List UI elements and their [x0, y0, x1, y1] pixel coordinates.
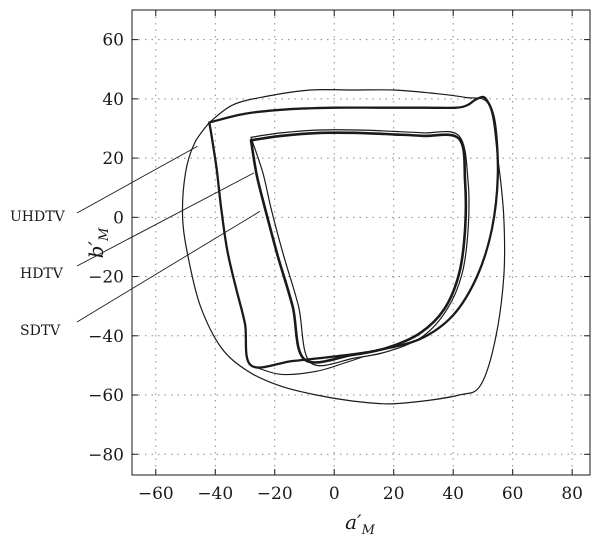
- annotation-uhdtv-leader: [76, 145, 198, 214]
- x-tick-label: 0: [329, 484, 340, 504]
- ticks: [132, 10, 590, 475]
- annotation-hdtv-leader: [76, 172, 255, 267]
- plot-frame: [131, 9, 591, 476]
- x-tick-label: 40: [442, 484, 464, 504]
- x-tick-label: 60: [502, 484, 524, 504]
- series-band-outer-line: [208, 95, 500, 369]
- y-tick-label: 40: [102, 90, 124, 110]
- x-tick-label: −20: [257, 484, 293, 504]
- y-tick-label: 20: [102, 149, 124, 169]
- annotation-hdtv-label: HDTV: [20, 266, 64, 282]
- x-tick-label: 80: [561, 484, 583, 504]
- y-tick-label: −40: [88, 327, 124, 347]
- x-tick-label: 20: [383, 484, 405, 504]
- series-layer: [181, 88, 506, 405]
- x-tick-label: −40: [197, 484, 233, 504]
- y-tick-label: −20: [88, 268, 124, 288]
- series-uhdtv-line: [181, 88, 506, 405]
- y-axis-label: b′M: [84, 227, 112, 258]
- grid: [132, 10, 590, 475]
- y-tick-label: −80: [88, 445, 124, 465]
- series-band-lower-line: [250, 355, 365, 376]
- annotation-uhdtv-label: UHDTV: [10, 209, 66, 225]
- tick-labels: −60 −40 −20 0 20 40 60 80 −80 −60 −40 −20 0 20 40 60: [88, 31, 583, 504]
- series-hdtv-line: [249, 131, 468, 364]
- annotation-sdtv-label: SDTV: [20, 323, 61, 339]
- x-tick-label: −60: [138, 484, 174, 504]
- x-axis-label: a′M: [345, 510, 375, 538]
- y-tick-label: −60: [88, 386, 124, 406]
- annotation-sdtv-leader: [76, 211, 261, 323]
- y-tick-label: 60: [102, 31, 124, 51]
- annotations: UHDTV HDTV SDTV: [10, 145, 261, 339]
- series-sdtv-line: [250, 129, 470, 367]
- y-tick-label: 0: [113, 208, 124, 228]
